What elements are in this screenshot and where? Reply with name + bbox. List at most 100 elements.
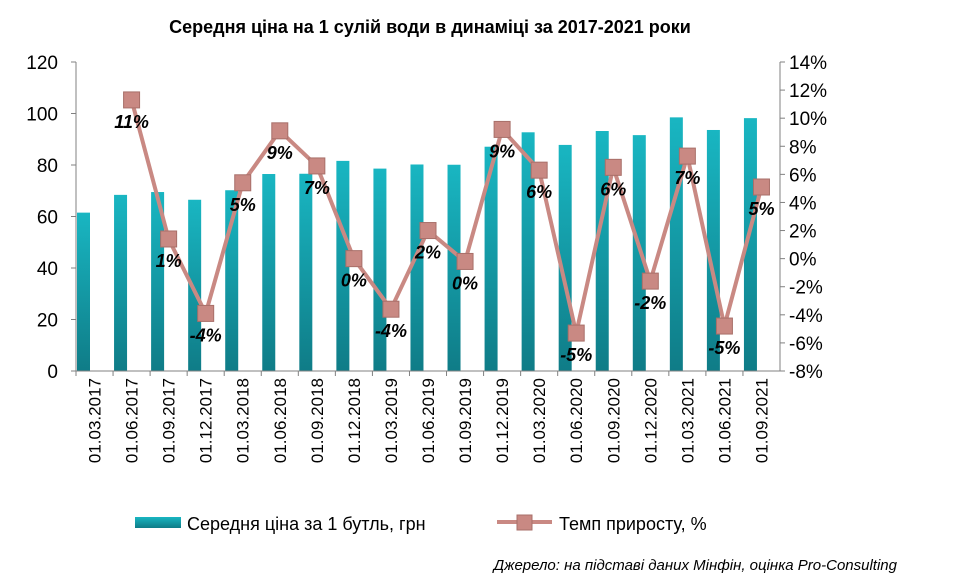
growth-data-label: -4% [190,325,222,345]
growth-point-marker [715,317,733,335]
x-tick-label: 01.06.2017 [123,378,142,463]
left-tick-label: 20 [37,311,58,332]
left-tick-label: 100 [26,105,58,126]
x-tick-label: 01.09.2019 [456,378,475,463]
x-tick-label: 01.06.2019 [419,378,438,463]
x-tick-label: 01.03.2019 [382,378,401,463]
growth-point-marker [752,178,770,196]
right-tick-label: 8% [789,137,817,158]
growth-data-label: 5% [748,199,774,219]
growth-data-label: 6% [526,182,552,202]
x-tick-label: 01.12.2018 [345,378,364,463]
x-tick-label: 01.03.2017 [86,378,105,463]
x-axis-ticks: 01.03.2017 01.06.2017 01.09.2017 01.12.2017… [75,371,771,463]
growth-point-marker [308,157,326,175]
price-bar [484,146,498,371]
x-tick-label: 01.09.2017 [160,378,179,463]
x-tick-label: 01.09.2018 [308,378,327,463]
growth-point-marker [678,147,696,165]
right-tick-label: -8% [789,362,823,383]
left-tick-label: 60 [37,208,58,229]
growth-data-label: 9% [267,143,293,163]
growth-point-marker [123,91,141,109]
x-tick-label: 01.12.2019 [493,378,512,463]
growth-point-marker [419,222,437,240]
price-bar [188,199,202,371]
growth-point-marker [271,122,289,140]
right-tick-label: 0% [789,250,817,271]
right-tick-label: -6% [789,334,823,355]
x-tick-label: 01.12.2020 [641,378,660,463]
legend-bar-swatch [135,517,181,528]
growth-data-label: 5% [230,195,256,215]
price-bar [410,164,424,371]
price-bar [595,131,609,371]
source-note: Джерело: на підставі даних Мінфін, оцінк… [492,557,898,574]
legend: Середня ціна за 1 бутль, грн Темп прирос… [135,514,707,534]
growth-point-marker [345,250,363,268]
x-tick-label: 01.06.2018 [271,378,290,463]
growth-point-marker [493,120,511,138]
left-tick-label: 40 [37,259,58,280]
price-bar [114,194,128,371]
left-tick-label: 80 [37,156,58,177]
x-tick-label: 01.09.2021 [752,378,771,463]
growth-data-label: 11% [114,112,149,132]
growth-data-label: 0% [341,271,367,291]
price-bar [706,129,720,371]
growth-point-marker [160,230,178,248]
left-tick-label: 120 [26,53,58,74]
growth-line-path [129,99,764,336]
growth-point-marker [197,304,215,322]
price-bar [299,173,313,371]
growth-point-marker [530,161,548,179]
growth-data-label: 2% [414,243,441,263]
right-tick-label: 4% [789,193,817,214]
growth-data-label: 6% [600,179,626,199]
right-tick-label: -4% [789,306,823,327]
growth-point-marker [234,174,252,192]
price-bar [336,160,350,371]
chart-title: Середня ціна на 1 сулій води в динаміці … [169,17,691,37]
right-tick-label: 10% [789,109,827,130]
growth-line-series [123,91,770,342]
price-bar [77,212,90,371]
growth-data-label: 7% [674,168,700,188]
growth-data-label: -2% [634,293,666,313]
price-bar [447,164,461,371]
price-bars [77,117,757,371]
legend-bar-label: Середня ціна за 1 бутль, грн [187,514,426,534]
right-tick-label: 14% [789,53,827,74]
price-bar [373,168,387,371]
x-tick-label: 01.03.2020 [530,378,549,463]
growth-point-marker [641,272,659,290]
growth-data-label: -5% [708,338,740,358]
growth-data-label: -4% [375,321,407,341]
legend-line-label: Темп приросту, % [559,514,707,534]
growth-data-label: -5% [560,345,592,365]
growth-data-label: 1% [156,251,182,271]
left-tick-label: 0 [47,362,58,383]
price-bar [262,174,276,371]
right-axis-ticks: -8% -6% -4% -2% 0% 2% 4% 6% 8% 10% 12% 14% [780,53,827,383]
right-tick-label: 12% [789,81,827,102]
x-tick-label: 01.12.2017 [197,378,216,463]
growth-point-marker [382,300,400,318]
x-tick-label: 01.03.2021 [678,378,697,463]
growth-point-marker [456,252,474,270]
x-tick-label: 01.06.2021 [715,378,734,463]
right-tick-label: -2% [789,278,823,299]
growth-data-label: 7% [304,178,330,198]
x-tick-label: 01.06.2020 [567,378,586,463]
price-bar [521,132,535,371]
right-tick-label: 2% [789,222,817,243]
growth-point-marker [567,324,585,342]
growth-data-label: 0% [452,273,478,293]
right-tick-label: 6% [789,165,817,186]
legend-line-marker [516,514,533,531]
growth-data-label: 9% [489,141,515,161]
price-bar [558,144,572,371]
growth-point-marker [604,158,622,176]
x-tick-label: 01.09.2020 [604,378,623,463]
